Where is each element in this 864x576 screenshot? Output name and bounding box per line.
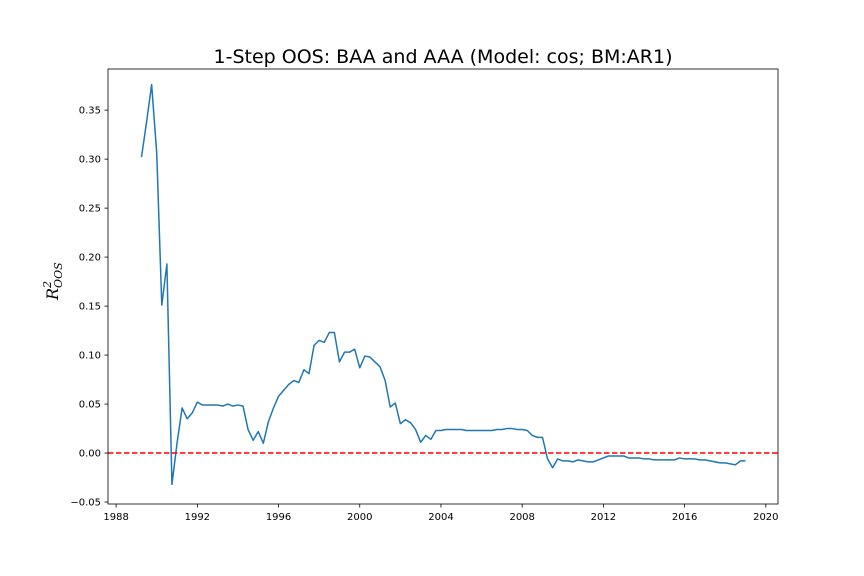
y-axis-label-subscript: OOS — [52, 262, 65, 288]
x-tick-label: 2004 — [428, 512, 453, 523]
x-tick-label: 2000 — [347, 512, 372, 523]
axes-frame — [107, 68, 779, 505]
chart-title: 1-Step OOS: BAA and AAA (Model: cos; BM:… — [214, 46, 673, 68]
x-tick-label: 2016 — [672, 512, 697, 523]
x-tick-label: 1996 — [266, 512, 291, 523]
y-axis-label-base: R — [43, 288, 62, 301]
y-tick-label: 0.35 — [79, 106, 101, 117]
y-tick-label: 0.15 — [79, 302, 101, 313]
plot-area: 1988 1992 1996 2000 2004 2008 2012 2016 2020 −0.0… — [70, 68, 779, 523]
y-axis-label: R2OOS — [41, 262, 65, 301]
x-tick-label: 1988 — [103, 512, 128, 523]
series-line-0 — [140, 83, 746, 486]
y-tick-label: 0.05 — [79, 400, 101, 411]
y-tick-label: 0.25 — [79, 204, 101, 215]
x-tick-label: 2008 — [509, 512, 534, 523]
x-tick-label: 2020 — [753, 512, 778, 523]
x-tick-label: 2012 — [591, 512, 616, 523]
y-tick-label: −0.05 — [70, 498, 101, 509]
y-axis-label-superscript: 2 — [41, 281, 54, 289]
y-tick-label: 0.30 — [79, 155, 101, 166]
x-tick-label: 1992 — [185, 512, 210, 523]
y-tick-label: 0.00 — [79, 449, 101, 460]
y-tick-label: 0.20 — [79, 253, 101, 264]
y-tick-label: 0.10 — [79, 351, 101, 362]
